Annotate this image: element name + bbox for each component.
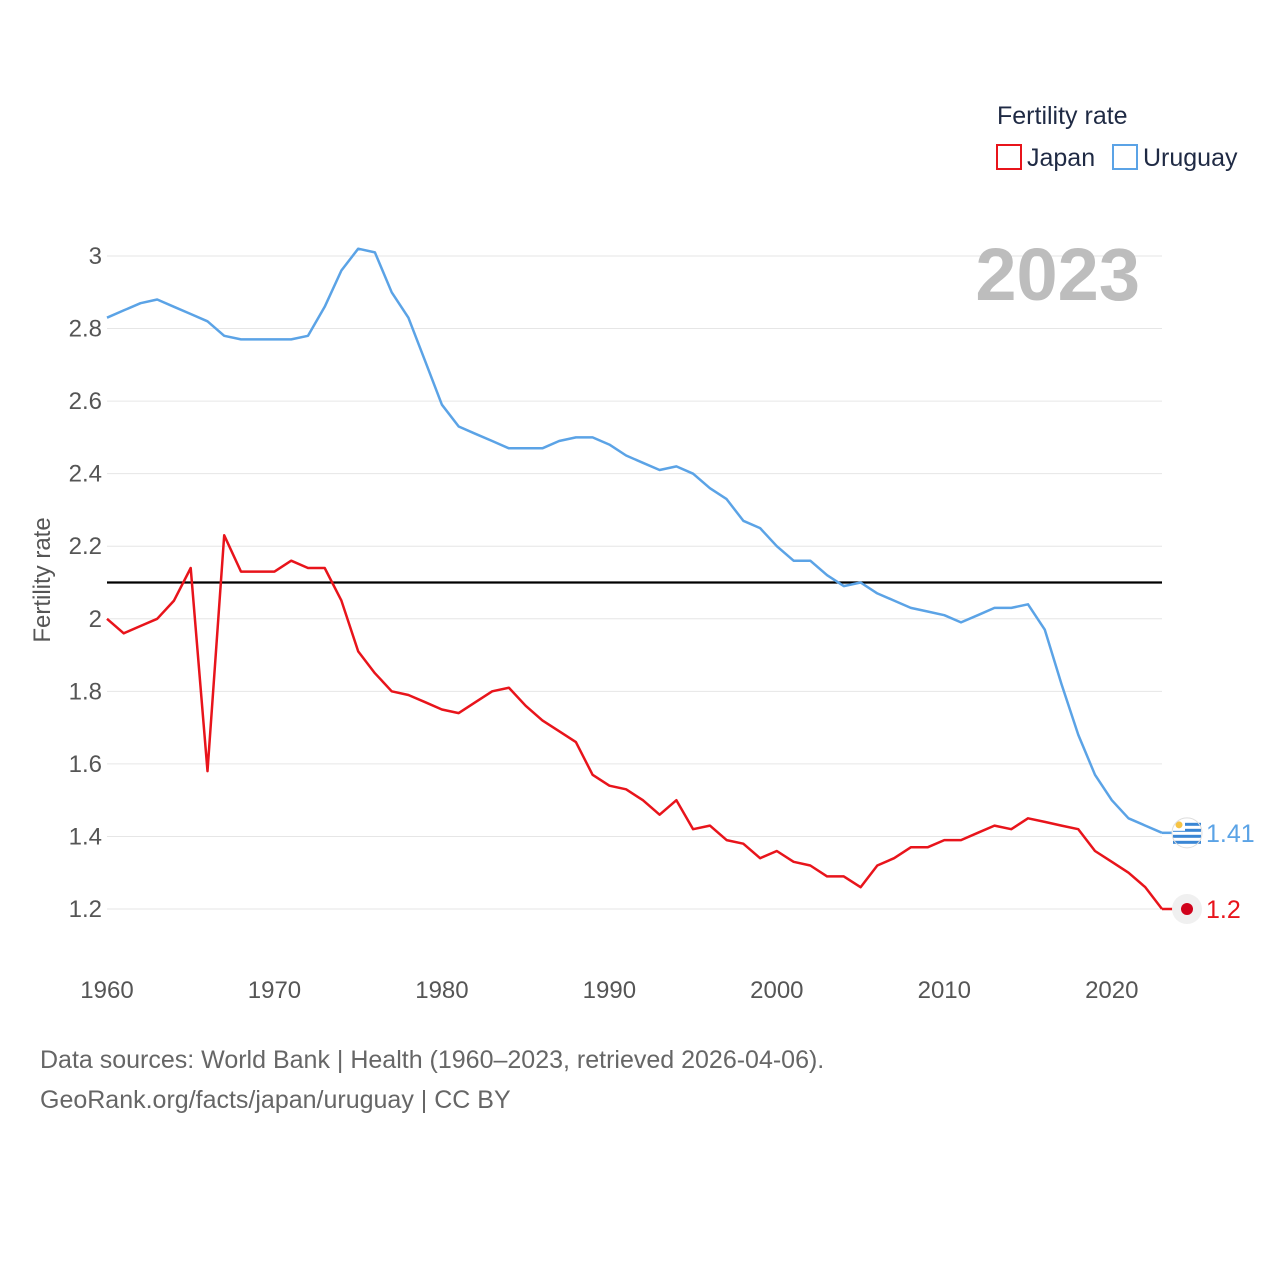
legend: Fertility rate Japan Uruguay <box>996 102 1238 172</box>
x-tick-label: 2010 <box>918 977 971 1004</box>
y-tick-label: 3 <box>89 243 102 270</box>
y-tick-label: 2.4 <box>69 461 102 488</box>
uruguay-flag-stripe <box>1173 834 1201 838</box>
x-tick-label: 1990 <box>583 977 636 1004</box>
source-line-2: GeoRank.org/facts/japan/uruguay | CC BY <box>40 1086 511 1114</box>
x-tick-label: 2020 <box>1085 977 1138 1004</box>
fertility-chart: 1.21.41.61.822.22.42.62.83 1960 1970 1980 1… <box>29 102 1255 1004</box>
uruguay-flag-sun <box>1175 821 1183 829</box>
legend-label-japan[interactable]: Japan <box>1027 144 1095 172</box>
y-tick-label: 1.6 <box>69 751 102 778</box>
series-line-japan[interactable] <box>106 534 1163 910</box>
y-tick-label: 1.4 <box>69 823 102 850</box>
x-tick-label: 2000 <box>750 977 803 1004</box>
x-tick-label: 1960 <box>80 977 133 1004</box>
uruguay-flag-icon <box>1171 817 1203 849</box>
y-tick-label: 1.8 <box>69 678 102 705</box>
uruguay-flag-ring <box>1171 817 1203 849</box>
end-markers: 1.2 1.41 <box>1162 817 1255 924</box>
uruguay-flag-stripe <box>1173 840 1201 844</box>
y-axis-ticks: 1.2 1.4 1.6 1.8 2 2.2 2.4 2.6 2.8 3 <box>69 243 102 923</box>
series-line-uruguay[interactable] <box>106 247 1163 834</box>
japan-flag-dot <box>1181 903 1193 915</box>
uruguay-flag-stripe <box>1173 828 1201 832</box>
end-value-label-uruguay: 1.41 <box>1206 820 1255 848</box>
uruguay-flag-stripe <box>1173 822 1201 826</box>
x-tick-label: 1970 <box>248 977 301 1004</box>
source-line-1: Data sources: World Bank | Health (1960–… <box>40 1046 825 1074</box>
y-tick-label: 2 <box>89 606 102 633</box>
end-value-label-japan: 1.2 <box>1206 896 1241 924</box>
legend-swatch-japan[interactable] <box>996 144 1022 170</box>
y-tick-label: 2.6 <box>69 388 102 415</box>
source-note: Data sources: World Bank | Health (1960–… <box>40 1040 824 1120</box>
legend-title: Fertility rate <box>997 102 1128 130</box>
series-lines <box>106 247 1163 910</box>
grid-lines <box>107 255 1162 910</box>
y-axis-label: Fertility rate <box>29 517 56 642</box>
y-tick-label: 2.8 <box>69 316 102 343</box>
x-axis-ticks: 1960 1970 1980 1990 2000 2010 2020 <box>80 977 1138 1004</box>
legend-label-uruguay[interactable]: Uruguay <box>1143 144 1238 172</box>
legend-swatch-uruguay[interactable] <box>1112 144 1138 170</box>
y-tick-label: 2.2 <box>69 533 102 560</box>
y-tick-label: 1.2 <box>69 896 102 923</box>
x-tick-label: 1980 <box>415 977 468 1004</box>
year-label: 2023 <box>975 233 1140 316</box>
